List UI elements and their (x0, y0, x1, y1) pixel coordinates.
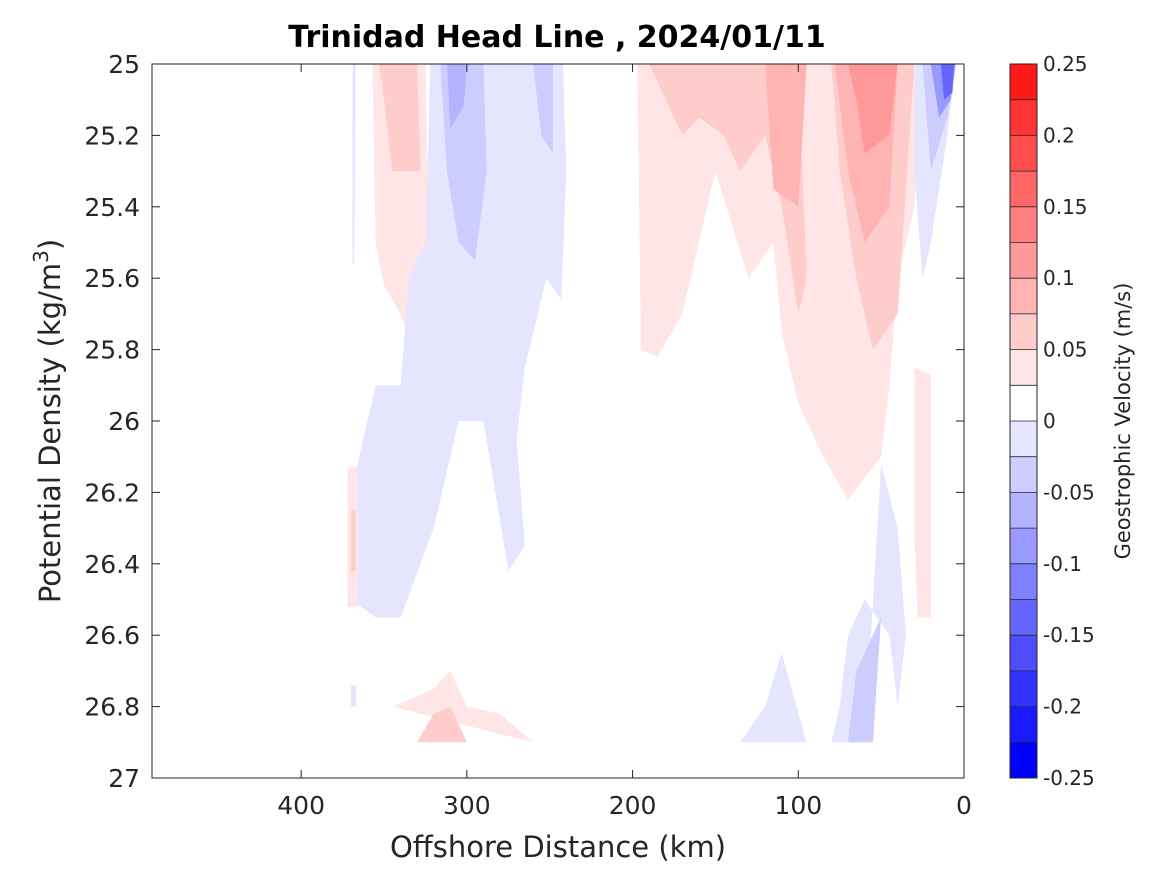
colorbar-tick-label: 0.15 (1043, 195, 1088, 219)
colorbar-tick-label: 0 (1043, 409, 1056, 433)
colorbar-tick-label: -0.2 (1043, 695, 1082, 719)
colorbar-swatch (1010, 99, 1037, 136)
colorbar-swatch (1010, 635, 1037, 671)
y-tick-label: 26.2 (84, 478, 140, 507)
colorbar-swatch (1010, 313, 1037, 350)
contour-region-17 (848, 64, 898, 154)
y-axis-label-close: ) (33, 239, 67, 250)
y-tick-label: 25.2 (84, 121, 140, 150)
contour-region-11 (417, 706, 467, 743)
contour-region-0 (352, 64, 356, 264)
colorbar-swatch (1010, 171, 1037, 207)
y-tick-label: 25 (108, 50, 140, 79)
contour-region-24 (848, 617, 882, 743)
y-tick-label: 26.8 (84, 693, 140, 722)
colorbar-frame (1009, 63, 1038, 779)
colorbar-swatch (1010, 492, 1037, 529)
contour-region-9 (350, 685, 356, 707)
y-axis-label-superscript: 3 (29, 250, 53, 263)
colorbar-label: Geostrophic Velocity (m/s) (1111, 283, 1135, 560)
colorbar-swatch (1010, 385, 1037, 421)
colorbar-swatch (1010, 421, 1037, 457)
y-tick-label: 25.8 (84, 336, 140, 365)
colorbar-swatch (1010, 528, 1037, 564)
x-tick-label: 0 (956, 791, 972, 820)
colorbar-swatch (1010, 599, 1037, 636)
y-axis-label: Potential Density (kg/m3) (29, 239, 67, 603)
y-tick-label: 26.4 (84, 550, 140, 579)
contour-region-21 (940, 64, 955, 100)
contour-region-3 (350, 64, 567, 618)
contour-region-6 (447, 64, 467, 129)
y-tick-label: 26 (108, 407, 140, 436)
colorbar-tick-label: 0.25 (1043, 52, 1088, 76)
x-tick-label: 100 (774, 791, 822, 820)
contour-region-5 (533, 64, 553, 154)
y-tick-label: 25.6 (84, 264, 140, 293)
colorbar-tick-label: 0.05 (1043, 338, 1088, 362)
contour-region-15 (765, 64, 807, 207)
x-tick-label: 300 (443, 791, 491, 820)
contour-region-10 (392, 670, 534, 743)
plot-area: 400 300 200 100 0 25 25.2 25.4 25.6 25.8 26 26.2 26… (84, 50, 972, 820)
contour-fills (347, 64, 956, 743)
contour-region-23 (831, 463, 906, 743)
colorbar-swatches (1010, 64, 1037, 778)
colorbar-swatch (1010, 563, 1037, 600)
colorbar-swatch (1010, 206, 1037, 243)
colorbar-swatch (1010, 706, 1037, 743)
colorbar-tick-label: -0.25 (1043, 766, 1095, 790)
y-tick-label: 27 (108, 764, 140, 793)
colorbar-swatch (1010, 349, 1037, 386)
colorbar-swatch (1010, 742, 1037, 778)
y-axis-ticks: 25 25.2 25.4 25.6 25.8 26 26.2 26.4 26.6 26.8 27 (84, 50, 964, 793)
colorbar-swatch (1010, 278, 1037, 314)
colorbar-swatch (1010, 135, 1037, 172)
colorbar-swatch (1010, 242, 1037, 279)
x-tick-label: 400 (277, 791, 325, 820)
chart-title: Trinidad Head Line , 2024/01/11 (288, 20, 825, 55)
x-tick-label: 200 (609, 791, 657, 820)
contour-region-2 (379, 64, 421, 172)
colorbar-swatch (1010, 64, 1037, 100)
x-axis-label: Offshore Distance (km) (390, 830, 726, 864)
colorbar: 0.25 0.2 0.15 0.1 0.05 0 -0.05 -0.1 -0.15 -0.2 -0.… (1009, 52, 1135, 790)
x-axis-ticks: 400 300 200 100 0 (277, 64, 972, 820)
colorbar-tick-label: 0.1 (1043, 266, 1075, 290)
colorbar-ticks: 0.25 0.2 0.15 0.1 0.05 0 -0.05 -0.1 -0.15 -0.2 -0.… (1043, 52, 1095, 790)
colorbar-tick-label: 0.2 (1043, 123, 1075, 147)
colorbar-tick-label: -0.15 (1043, 623, 1095, 647)
y-tick-label: 25.4 (84, 193, 140, 222)
y-tick-label: 26.6 (84, 621, 140, 650)
contour-region-25 (740, 653, 807, 743)
colorbar-swatch (1010, 456, 1037, 493)
y-axis-label-main: Potential Density (kg/m (33, 263, 67, 603)
colorbar-tick-label: -0.1 (1043, 552, 1082, 576)
contour-region-13 (649, 64, 807, 314)
contour-region-8 (350, 510, 356, 571)
colorbar-swatch (1010, 670, 1037, 707)
colorbar-tick-label: -0.05 (1043, 480, 1095, 504)
contour-region-22 (914, 367, 931, 618)
